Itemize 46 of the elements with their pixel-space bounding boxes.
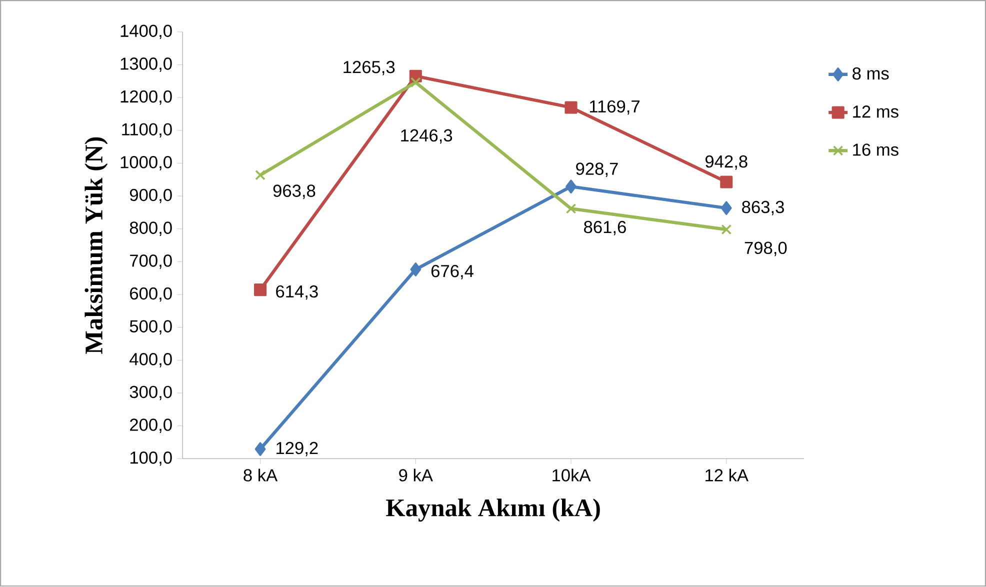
x-tick-label: 9 kA [399,468,433,482]
y-tick-label: 700,0 [130,254,172,270]
x-tick-label: 8 kA [244,468,278,482]
data-label: 798,0 [744,242,787,256]
y-tick-label: 100,0 [130,452,172,466]
point [254,284,267,296]
point [255,170,266,180]
y-tick-label: 800,0 [130,222,172,236]
y-tick-label: 300,0 [130,386,172,400]
point [254,442,266,456]
data-label: 1265,3 [344,61,395,76]
point [564,101,578,114]
point [721,224,732,235]
data-label: 928,7 [576,162,618,178]
y-tick-label: 500,0 [130,320,172,335]
data-label: 676,4 [431,265,474,280]
data-label: 942,8 [706,156,748,170]
y-tick-label: 1100,0 [122,123,172,138]
y-tick-label: 900,0 [130,189,172,204]
y-tick-label: 1300,0 [120,58,172,72]
data-label: 863,3 [742,201,784,216]
point [566,204,576,214]
data-label: 1246,3 [401,129,452,144]
y-tick-label: 1200,0 [120,90,172,105]
legend-label: 16 ms [853,144,898,156]
data-label: 614,3 [276,286,318,300]
data-label: 129,2 [276,442,318,456]
data-label: 963,8 [273,184,316,200]
x-tick-label: 10kA [552,468,591,482]
y-tick-label: 1400,0 [120,24,172,40]
point [720,176,733,188]
legend-label: 12 ms [853,106,898,118]
data-label: 861,6 [584,221,626,236]
data-label: 1169,7 [590,100,640,115]
point [566,180,576,194]
point [410,77,421,88]
y-axis-title: Maksimum Yük (N) [84,138,108,354]
legend-label: 8 ms [852,68,889,80]
y-tick-label: 400,0 [130,353,172,368]
point [410,262,422,277]
y-tick-label: 1000,0 [120,156,172,171]
y-tick-label: 600,0 [130,288,172,302]
y-tick-label: 200,0 [130,418,172,434]
x-axis-title: Kaynak Akımı (kA) [386,498,600,522]
x-tick-label: 12 kA [706,468,748,482]
point [720,201,732,216]
